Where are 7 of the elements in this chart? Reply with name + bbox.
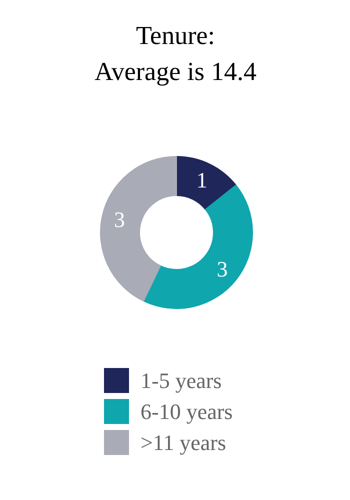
legend-label: >11 years [140,430,226,455]
data-label: 3 [114,206,125,232]
legend-label: 6-10 years [140,399,233,424]
data-label: 3 [216,256,228,282]
chart-title: Tenure: Average is 14.4 [94,21,256,86]
data-label: 1 [196,167,208,192]
legend-label: 1-5 years [140,368,222,393]
